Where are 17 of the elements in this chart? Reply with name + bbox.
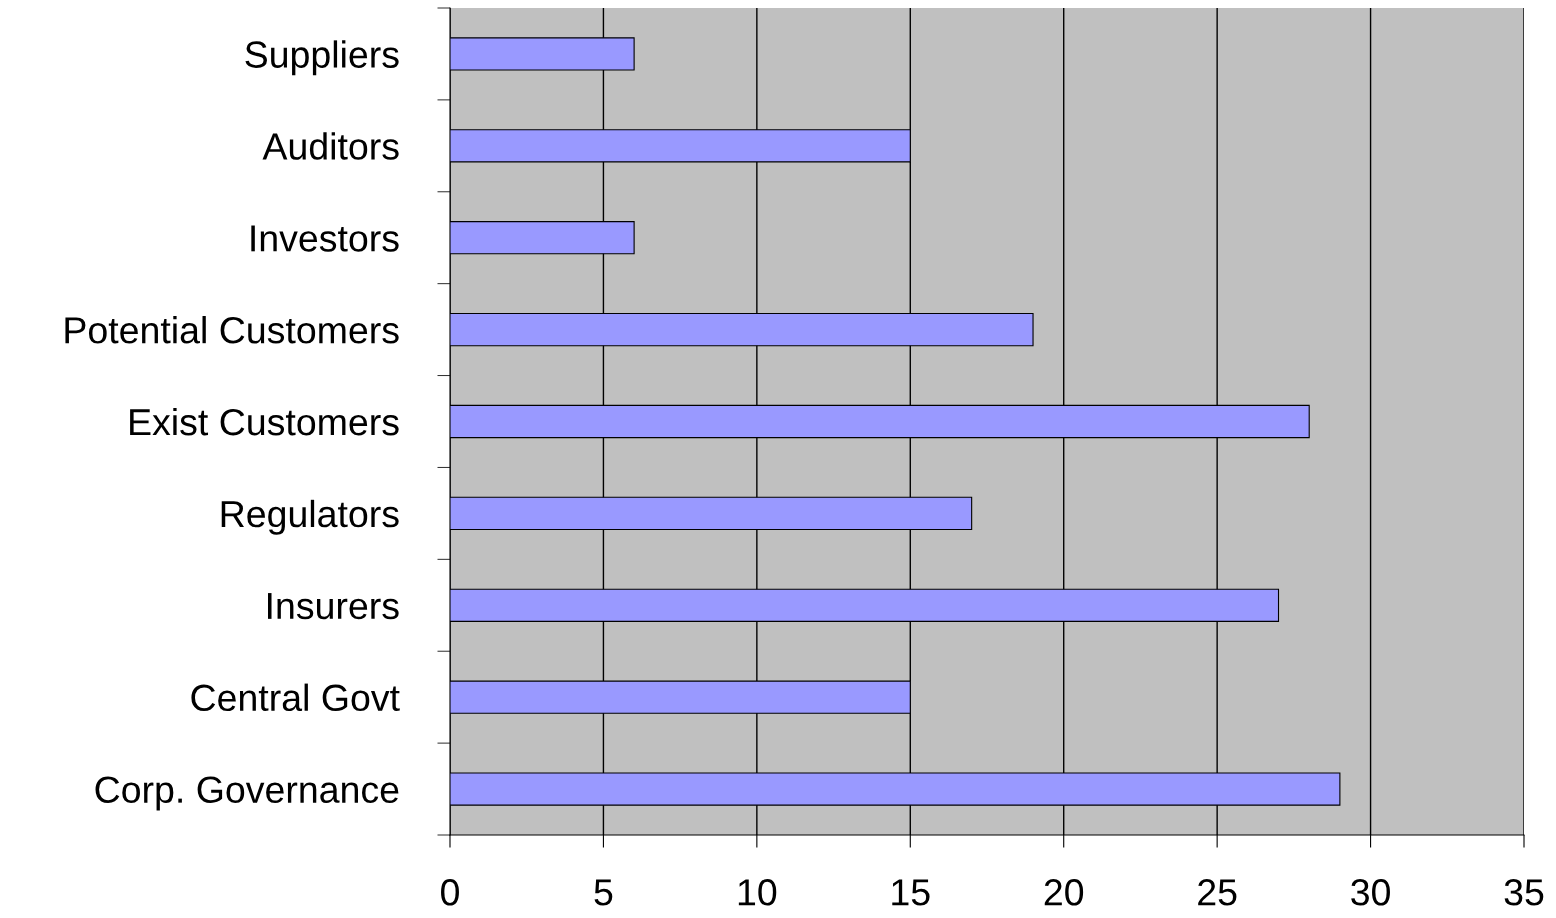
y-tick-label: Regulators <box>221 499 399 535</box>
y-tick-label: Potential Customers <box>65 316 399 344</box>
y-tick-label: Suppliers <box>245 40 399 76</box>
x-tick-label: 10 <box>738 879 777 906</box>
y-tick-label: Auditors <box>262 132 399 160</box>
x-tick-label: 5 <box>594 879 613 906</box>
x-tick-label: 35 <box>1504 879 1544 906</box>
x-tick-label: 15 <box>892 879 930 906</box>
x-tick-label: 20 <box>1044 879 1084 906</box>
y-tick-label: Insurers <box>268 593 399 620</box>
y-tick-label: Investors <box>251 225 399 252</box>
y-tick-label: Central Govt <box>191 683 400 712</box>
x-tick-label: 25 <box>1198 879 1237 906</box>
x-tick-label: 0 <box>441 879 459 906</box>
x-tick-label: 30 <box>1351 879 1390 906</box>
y-tick-label: Exist Customers <box>130 407 399 436</box>
y-tick-label: Corp. Governance <box>95 776 399 811</box>
